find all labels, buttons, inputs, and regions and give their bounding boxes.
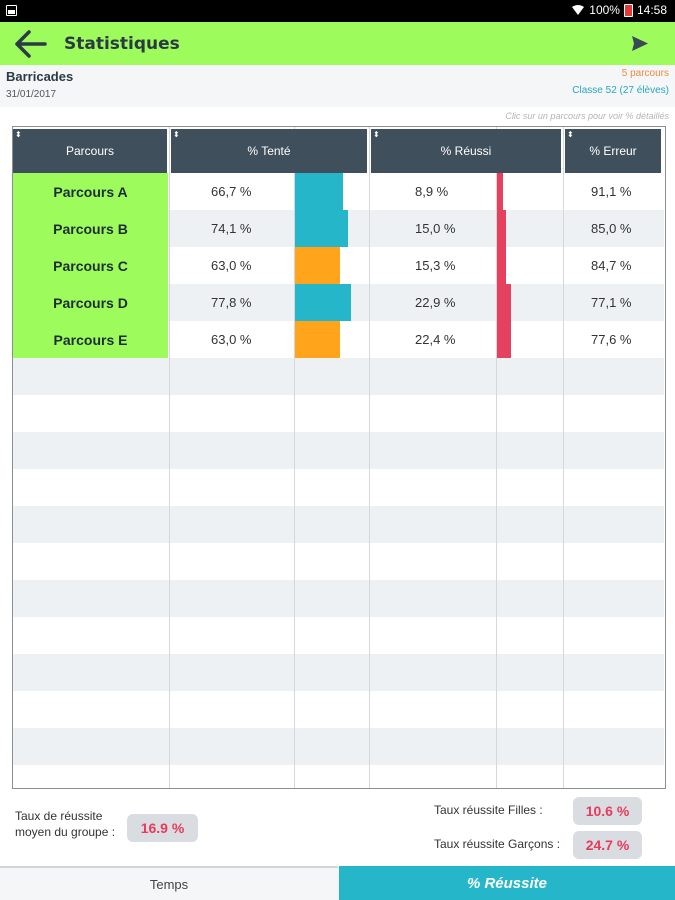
classe-label: Classe 52 (27 élèves): [572, 85, 669, 96]
column-divider: [496, 127, 497, 788]
table-row-bg: [13, 543, 664, 580]
group-rate-label: Taux de réussite moyen du groupe :: [15, 808, 115, 840]
tente-value: 63,0 %: [211, 258, 252, 273]
erreur-value: 77,6 %: [591, 332, 632, 347]
gallery-notification-icon: [6, 5, 17, 16]
status-right: 100% 14:58: [571, 3, 667, 17]
clock: 14:58: [636, 3, 667, 17]
boys-rate-label: Taux réussite Garçons :: [434, 837, 561, 851]
status-bar: 100% 14:58: [0, 0, 675, 22]
group-rate-value: 16.9 %: [127, 814, 198, 842]
tente-bar: [295, 284, 351, 321]
table-row-bg: [13, 506, 664, 543]
tente-value: 66,7 %: [211, 184, 252, 199]
tab-temps[interactable]: Temps: [0, 866, 338, 900]
girls-rate-label: Taux réussite Filles :: [434, 803, 543, 817]
reussi-value: 22,9 %: [415, 295, 456, 310]
sort-handle-icon[interactable]: ⬍: [567, 130, 574, 139]
boys-rate-value: 24.7 %: [573, 831, 642, 859]
hint-text: Clic sur un parcours pour voir % détaill…: [505, 111, 669, 121]
tente-value: 74,1 %: [211, 221, 252, 236]
stats-table: ⬍ Parcours ⬍ % Tenté ⬍ % Réussi ⬍ % Erreur Parco…: [12, 126, 666, 789]
app-bar: Statistiques: [0, 22, 675, 65]
arrow-left-icon[interactable]: [14, 29, 48, 59]
wifi-icon: [572, 5, 585, 15]
table-row-bg: [13, 432, 664, 469]
table-row-bg: [13, 728, 664, 765]
column-divider: [294, 127, 295, 788]
table-row-bg: [13, 654, 664, 691]
header-label: % Tenté: [247, 144, 291, 158]
reussi-bar: [497, 284, 511, 321]
parcours-name-cell[interactable]: Parcours B: [13, 210, 168, 247]
page-title: Statistiques: [64, 34, 180, 54]
battery-percent: 100%: [589, 3, 620, 17]
column-divider: [169, 127, 170, 788]
activity-name: Barricades: [6, 69, 74, 84]
girls-rate-value: 10.6 %: [573, 797, 642, 825]
sort-handle-icon[interactable]: ⬍: [15, 130, 22, 139]
table-row-bg: [13, 765, 664, 788]
bottom-tabs: Temps % Réussite: [0, 866, 675, 900]
tente-bar: [295, 210, 348, 247]
group-rate-label-line2: moyen du groupe :: [15, 825, 116, 839]
tente-bar: [295, 247, 340, 284]
reussi-bar: [497, 247, 506, 284]
parcours-name-cell[interactable]: Parcours A: [13, 173, 168, 210]
group-rate-label-line1: Taux de réussite: [15, 809, 103, 823]
erreur-value: 84,7 %: [591, 258, 632, 273]
header-reussi[interactable]: ⬍ % Réussi: [371, 129, 561, 173]
reussi-bar: [497, 321, 511, 358]
erreur-value: 77,1 %: [591, 295, 632, 310]
erreur-value: 85,0 %: [591, 221, 632, 236]
table-row-bg: [13, 469, 664, 506]
tab-reussite[interactable]: % Réussite: [339, 866, 675, 900]
header-label: % Réussi: [440, 144, 492, 158]
column-divider: [563, 127, 564, 788]
table-row-bg: [13, 358, 664, 395]
table-row-bg: [13, 395, 664, 432]
header-parcours[interactable]: ⬍ Parcours: [13, 129, 167, 173]
tente-value: 63,0 %: [211, 332, 252, 347]
sort-handle-icon[interactable]: ⬍: [373, 130, 380, 139]
reussi-value: 15,3 %: [415, 258, 456, 273]
header-label: % Erreur: [589, 144, 637, 158]
header-tente[interactable]: ⬍ % Tenté: [171, 129, 367, 173]
column-divider: [369, 127, 370, 788]
erreur-value: 91,1 %: [591, 184, 632, 199]
tente-bar: [295, 321, 340, 358]
tente-bar: [295, 173, 343, 210]
header-label: Parcours: [65, 144, 115, 158]
reussi-value: 8,9 %: [415, 184, 449, 199]
table-row-bg: [13, 617, 664, 654]
reussi-bar: [497, 210, 506, 247]
reussi-bar: [497, 173, 503, 210]
battery-icon: [623, 3, 633, 17]
header-erreur[interactable]: ⬍ % Erreur: [565, 129, 661, 173]
parcours-name-cell[interactable]: Parcours C: [13, 247, 168, 284]
parcours-name-cell[interactable]: Parcours E: [13, 321, 168, 358]
table-row-bg: [13, 580, 664, 617]
tente-value: 77,8 %: [211, 295, 252, 310]
reussi-value: 15,0 %: [415, 221, 456, 236]
parcours-name-cell[interactable]: Parcours D: [13, 284, 168, 321]
send-icon[interactable]: [631, 35, 649, 52]
activity-info: Barricades 31/01/2017 5 parcours Classe …: [0, 65, 675, 107]
reussi-value: 22,4 %: [415, 332, 456, 347]
sort-handle-icon[interactable]: ⬍: [173, 130, 180, 139]
table-row-bg: [13, 691, 664, 728]
activity-date: 31/01/2017: [6, 89, 57, 100]
parcours-count: 5 parcours: [621, 68, 669, 79]
